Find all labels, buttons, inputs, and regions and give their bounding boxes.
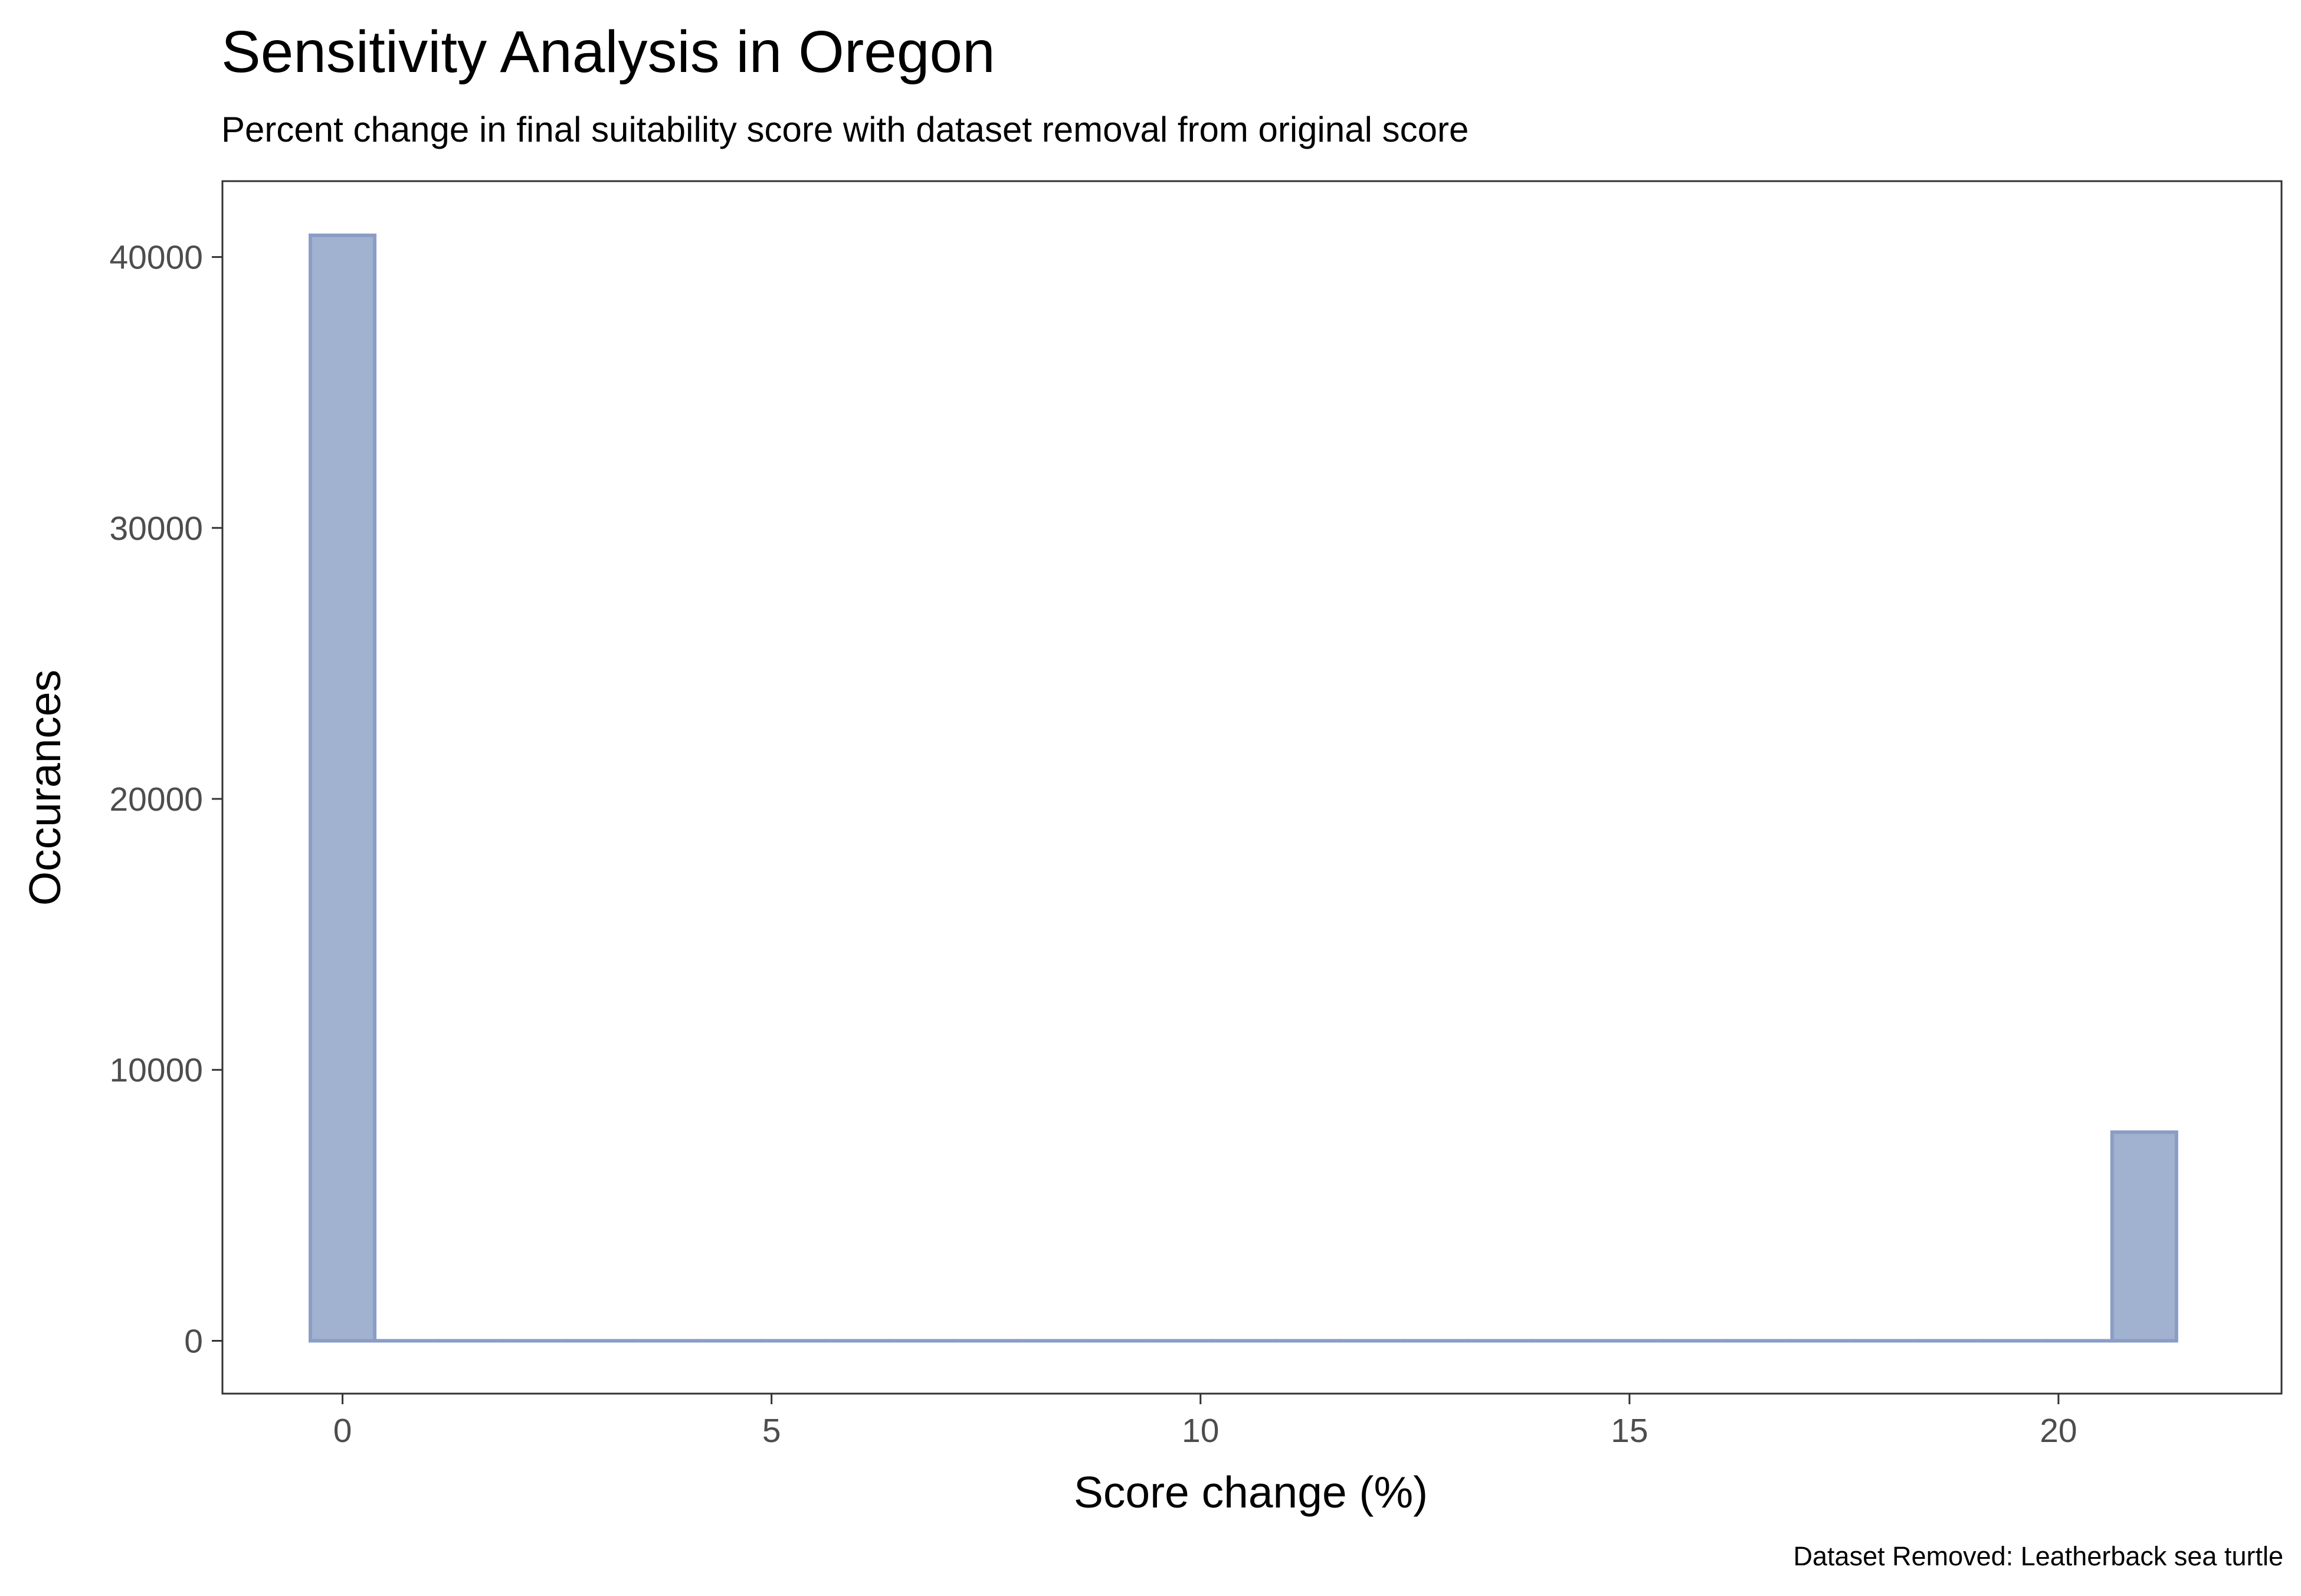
x-axis: 0 5 10 15 20 bbox=[333, 1394, 2077, 1450]
y-tick-label: 20000 bbox=[109, 781, 203, 818]
chart-subtitle: Percent change in final suitability scor… bbox=[221, 110, 1469, 149]
x-tick-label: 5 bbox=[762, 1412, 781, 1450]
plot-panel-border bbox=[222, 181, 2282, 1394]
histogram-bar bbox=[310, 235, 375, 1341]
histogram-bar bbox=[2112, 1132, 2177, 1341]
x-tick-label: 15 bbox=[1611, 1412, 1648, 1450]
x-tick-label: 20 bbox=[2040, 1412, 2077, 1450]
y-tick-label: 10000 bbox=[109, 1051, 203, 1089]
y-tick-label: 30000 bbox=[109, 510, 203, 548]
y-axis: 0 10000 20000 30000 40000 bbox=[109, 239, 222, 1361]
x-axis-title: Score change (%) bbox=[1074, 1467, 1428, 1517]
y-axis-title: Occurances bbox=[20, 670, 70, 906]
bars-layer bbox=[310, 235, 2177, 1341]
y-tick-label: 0 bbox=[184, 1322, 203, 1360]
chart-title: Sensitivity Analysis in Oregon bbox=[221, 19, 995, 85]
x-tick-label: 0 bbox=[333, 1412, 352, 1450]
y-tick-label: 40000 bbox=[109, 239, 203, 277]
chart-caption: Dataset Removed: Leatherback sea turtle bbox=[1794, 1541, 2283, 1571]
x-tick-label: 10 bbox=[1182, 1412, 1219, 1450]
